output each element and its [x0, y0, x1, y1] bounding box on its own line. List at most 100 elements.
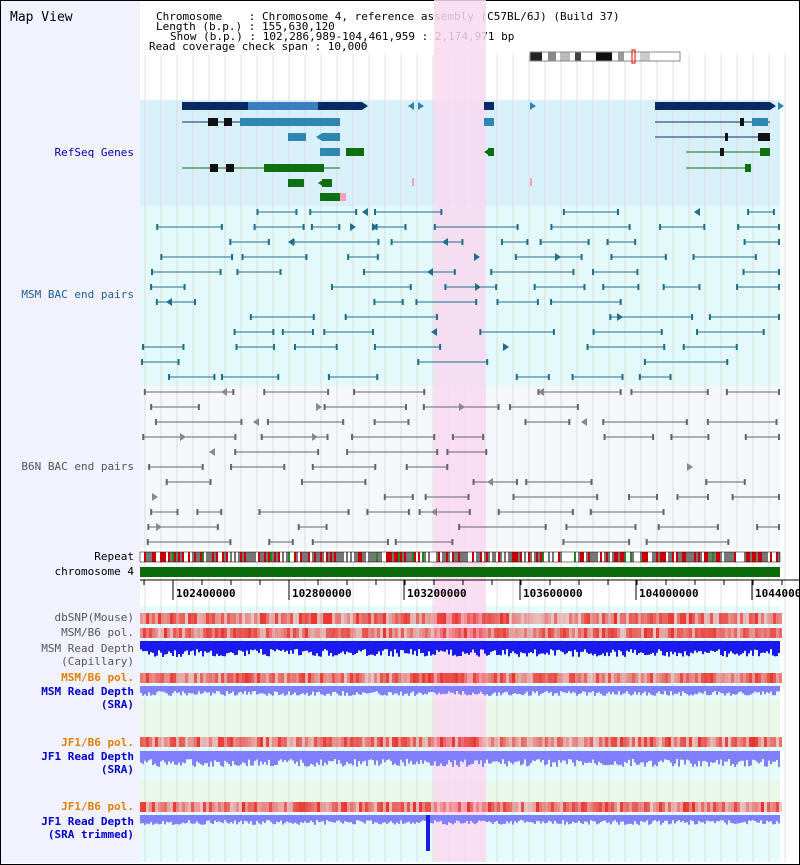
msm-depth-capillary-bar	[214, 641, 216, 657]
polymorphism-heat-cell	[737, 628, 740, 638]
repeat-block	[220, 552, 222, 562]
repeat-block	[270, 552, 272, 562]
jf1-depth-trimmed-bar	[164, 815, 166, 825]
msm-depth-capillary-bar	[184, 641, 186, 652]
msm-depth-capillary-bar	[160, 641, 162, 653]
msm-depth-sra-bar	[736, 686, 738, 695]
jf1-depth-sra-bar	[598, 751, 600, 762]
jf1-depth-sra-bar	[590, 751, 592, 763]
jf1-depth-trimmed-bar	[716, 815, 718, 822]
polymorphism-heat-cell	[746, 737, 749, 747]
msm-depth-capillary-bar	[706, 641, 708, 653]
repeat-block	[752, 552, 754, 562]
msm-depth-sra-bar	[348, 686, 350, 696]
jf1-depth-sra-bar	[486, 751, 488, 760]
polymorphism-heat-cell	[158, 628, 161, 638]
polymorphism-heat-cell	[296, 802, 299, 812]
msm-depth-capillary-bar	[392, 641, 394, 657]
msm-depth-capillary-bar	[498, 641, 500, 655]
repeat-block	[532, 552, 534, 562]
polymorphism-heat-cell	[266, 737, 269, 747]
polymorphism-heat-cell	[779, 628, 782, 638]
msm-bac-pair-end	[735, 344, 738, 350]
polymorphism-heat-cell	[431, 628, 434, 638]
jf1-depth-sra-bar	[416, 751, 418, 762]
gene-arrow	[362, 102, 368, 110]
msm-depth-capillary-bar	[686, 641, 688, 656]
polymorphism-heat-cell	[440, 673, 443, 683]
polymorphism-heat-cell	[776, 613, 779, 624]
polymorphism-heat-cell	[632, 737, 635, 747]
msm-bac-pair-end	[682, 344, 685, 350]
polymorphism-heat-cell	[470, 737, 473, 747]
jf1-depth-sra-bar	[578, 751, 580, 761]
polymorphism-heat-cell	[587, 613, 590, 624]
msm-depth-capillary-bar	[722, 641, 724, 657]
jf1-depth-sra-bar	[504, 751, 506, 764]
msm-depth-sra-bar	[142, 686, 144, 696]
polymorphism-heat-cell	[365, 613, 368, 624]
polymorphism-heat-cell	[668, 737, 671, 747]
repeat-block	[772, 552, 774, 562]
jf1-depth-sra-bar	[702, 751, 704, 762]
jf1-depth-sra-bar	[500, 751, 502, 764]
msm-depth-sra-bar	[770, 686, 772, 692]
msm-depth-sra-bar	[374, 686, 376, 692]
polymorphism-heat-cell	[413, 737, 416, 747]
b6n-bac-pair-end	[234, 449, 237, 455]
b6n-bac-pair-end	[142, 434, 145, 440]
msm-depth-capillary-bar	[598, 641, 600, 656]
msm-depth-capillary-bar	[328, 641, 330, 656]
jf1-depth-sra-bar	[384, 751, 386, 763]
jf1-depth-trimmed-bar	[700, 815, 702, 823]
msm-bac-pair-end	[409, 284, 412, 290]
msm-bac-pair-end	[363, 269, 366, 275]
msm-bac-pair-end	[401, 299, 404, 305]
msm-depth-sra-bar	[476, 686, 478, 695]
polymorphism-heat-cell	[551, 737, 554, 747]
msm-depth-sra-bar	[716, 686, 718, 695]
repeat-block	[758, 552, 760, 562]
b6n-bac-label: B6N BAC end pairs	[21, 460, 134, 473]
polymorphism-heat-cell	[467, 613, 470, 624]
polymorphism-heat-cell	[764, 802, 767, 812]
msm-bac-pair-end	[312, 314, 315, 320]
msm-depth-sra-bar	[596, 686, 598, 693]
repeat-block	[516, 552, 518, 562]
repeat-block	[474, 552, 476, 562]
jf1-depth-sra-bar	[776, 751, 778, 760]
polymorphism-heat-cell	[485, 802, 488, 812]
b6n-bac-pair-end	[147, 524, 150, 530]
jf1-depth-trimmed-bar	[380, 815, 382, 825]
repeat-block	[466, 552, 468, 562]
repeat-block	[642, 552, 644, 562]
polymorphism-heat-cell	[512, 737, 515, 747]
msm-depth-capillary-bar	[206, 641, 208, 653]
polymorphism-heat-cell	[716, 802, 719, 812]
repeat-block	[160, 552, 162, 562]
b6n-bac-pair-end	[422, 404, 425, 410]
polymorphism-heat-cell	[632, 628, 635, 638]
gene-arrow	[362, 208, 368, 216]
polymorphism-heat-cell	[662, 613, 665, 624]
polymorphism-heat-cell	[731, 802, 734, 812]
repeat-block	[174, 552, 176, 562]
msm-bac-pair-end	[310, 224, 313, 230]
polymorphism-heat-cell	[437, 613, 440, 624]
repeat-block	[442, 552, 444, 562]
polymorphism-heat-cell	[413, 673, 416, 683]
b6n-bac-pair-end	[148, 464, 151, 470]
repeat-block	[424, 552, 426, 562]
jf1-depth-sra-bar	[712, 751, 714, 763]
msm-depth-capillary-bar	[416, 641, 418, 656]
repeat-block	[248, 552, 250, 562]
polymorphism-heat-cell	[344, 802, 347, 812]
jf1-depth-trimmed-bar	[212, 815, 214, 824]
polymorphism-heat-cell	[749, 628, 752, 638]
msm-depth-capillary-bar	[642, 641, 644, 653]
repeat-block	[202, 552, 204, 562]
jf1-depth-sra-bar	[406, 751, 408, 760]
b6n-bac-pair-end	[301, 479, 304, 485]
msm-depth-sra-bar	[494, 686, 496, 693]
